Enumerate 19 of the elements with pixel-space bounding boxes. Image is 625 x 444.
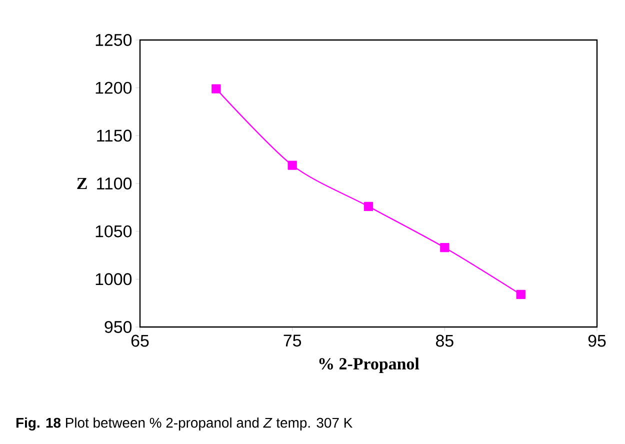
x-tick-label: 85	[436, 334, 454, 347]
point	[212, 84, 221, 94]
y-axis-title: Z	[77, 178, 87, 190]
text: Fig. 18 Plot between % 2-propanol and Z temp. 307 K	[16, 417, 352, 431]
y-tick-label: 1200	[96, 82, 132, 94]
y-tick-label: 1150	[97, 130, 132, 142]
point	[364, 202, 374, 212]
point	[516, 290, 526, 300]
y-tick-label: 1100	[97, 178, 132, 190]
y-tick-label: 1050	[96, 225, 132, 238]
x-tick-label: 65	[131, 334, 149, 347]
x-tick-label: 95	[588, 334, 606, 347]
y-tick-label: 1250	[96, 34, 132, 46]
y-tick-label: 1000	[96, 273, 132, 286]
x-axis-title: % 2-Propanol	[319, 358, 420, 373]
x-tick-label: 75	[284, 334, 302, 347]
point	[288, 160, 297, 170]
point	[440, 243, 450, 252]
y-tick-label: 950	[104, 321, 132, 333]
